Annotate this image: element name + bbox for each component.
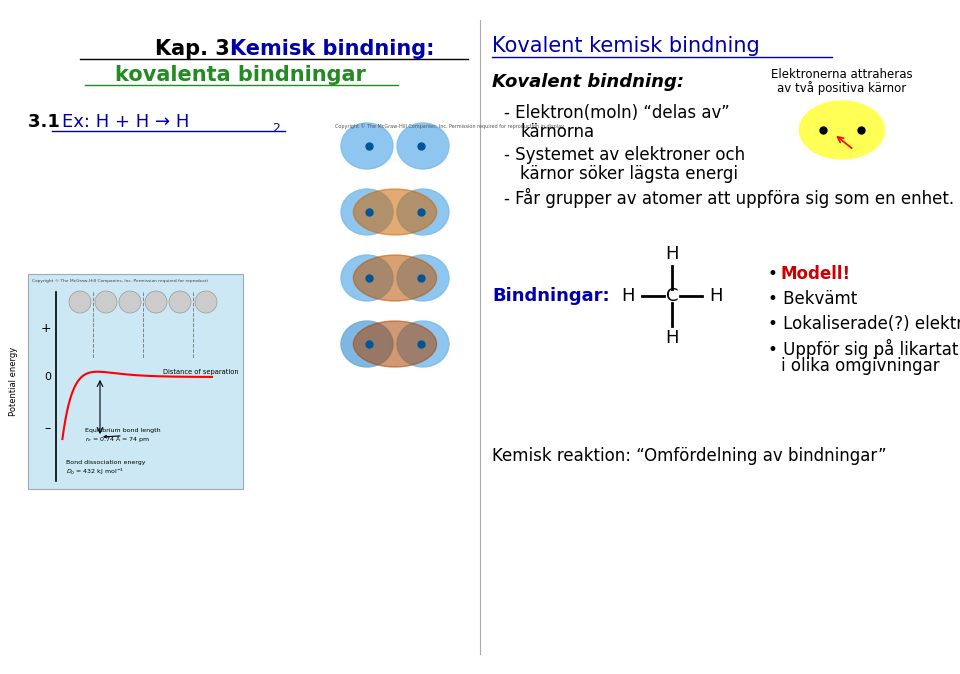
Ellipse shape: [800, 101, 884, 159]
Circle shape: [169, 291, 191, 313]
Text: • Bekvämt: • Bekvämt: [768, 290, 857, 308]
Text: C: C: [665, 287, 679, 305]
Ellipse shape: [353, 321, 437, 367]
Text: kärnorna: kärnorna: [520, 123, 594, 141]
Circle shape: [145, 291, 167, 313]
Text: kovalenta bindningar: kovalenta bindningar: [114, 65, 366, 85]
Text: Ex: H + H → H: Ex: H + H → H: [62, 113, 189, 131]
Text: - Systemet av elektroner och: - Systemet av elektroner och: [504, 146, 745, 164]
Ellipse shape: [353, 189, 437, 235]
Text: 2: 2: [272, 121, 280, 135]
Text: Modell!: Modell!: [781, 265, 852, 283]
Ellipse shape: [397, 189, 449, 235]
Ellipse shape: [341, 321, 393, 367]
Text: Copyright © The McGraw-Hill Companies, Inc. Permission required for reproduction: Copyright © The McGraw-Hill Companies, I…: [335, 123, 564, 129]
Text: 0: 0: [44, 372, 51, 382]
Text: H: H: [665, 245, 679, 263]
Text: Kemisk bindning:: Kemisk bindning:: [230, 39, 435, 59]
Text: i olika omgivningar: i olika omgivningar: [781, 357, 940, 375]
Circle shape: [69, 291, 91, 313]
Text: Bond dissociation energy
$D_0$ = 432 kJ mol$^{-1}$: Bond dissociation energy $D_0$ = 432 kJ …: [66, 460, 146, 477]
Text: Bindningar:: Bindningar:: [492, 287, 610, 305]
Text: kärnor söker lägsta energi: kärnor söker lägsta energi: [520, 165, 738, 183]
Text: •: •: [768, 265, 778, 283]
Text: +: +: [40, 322, 51, 336]
Text: Kap. 3.: Kap. 3.: [155, 39, 252, 59]
Text: • Lokaliserade(?) elektroner: • Lokaliserade(?) elektroner: [768, 315, 960, 333]
Text: Equilibrium bond length
$r_e$ = 0.74 Å = 74 pm: Equilibrium bond length $r_e$ = 0.74 Å =…: [85, 427, 160, 444]
Ellipse shape: [341, 123, 393, 169]
Text: Elektronerna attraheras: Elektronerna attraheras: [771, 67, 913, 80]
Text: Potential energy: Potential energy: [10, 347, 18, 416]
Text: Kovalent bindning:: Kovalent bindning:: [492, 73, 684, 91]
Ellipse shape: [397, 123, 449, 169]
Text: Kovalent kemisk bindning: Kovalent kemisk bindning: [492, 36, 759, 56]
Circle shape: [195, 291, 217, 313]
Ellipse shape: [353, 255, 437, 301]
Ellipse shape: [341, 255, 393, 301]
Text: • Uppför sig på likartat sätt: • Uppför sig på likartat sätt: [768, 339, 960, 359]
Ellipse shape: [341, 189, 393, 235]
Text: H: H: [665, 329, 679, 347]
Ellipse shape: [397, 321, 449, 367]
Text: H: H: [621, 287, 635, 305]
Text: av två positiva kärnor: av två positiva kärnor: [778, 81, 906, 95]
Text: - Elektron(moln) “delas av”: - Elektron(moln) “delas av”: [504, 104, 730, 122]
Text: 3.1: 3.1: [28, 113, 72, 131]
Text: Kemisk reaktion: “Omfördelning av bindningar”: Kemisk reaktion: “Omfördelning av bindni…: [492, 447, 887, 465]
Text: Copyright © The McGraw-Hill Companies, Inc. Permission required for reproducti: Copyright © The McGraw-Hill Companies, I…: [32, 279, 208, 283]
Circle shape: [119, 291, 141, 313]
Text: –: –: [45, 423, 51, 435]
Ellipse shape: [397, 255, 449, 301]
Text: - Får grupper av atomer att uppföra sig som en enhet.: - Får grupper av atomer att uppföra sig …: [504, 188, 954, 208]
Text: Distance of separation: Distance of separation: [163, 369, 239, 375]
Circle shape: [95, 291, 117, 313]
Text: H: H: [709, 287, 723, 305]
FancyBboxPatch shape: [28, 274, 243, 489]
